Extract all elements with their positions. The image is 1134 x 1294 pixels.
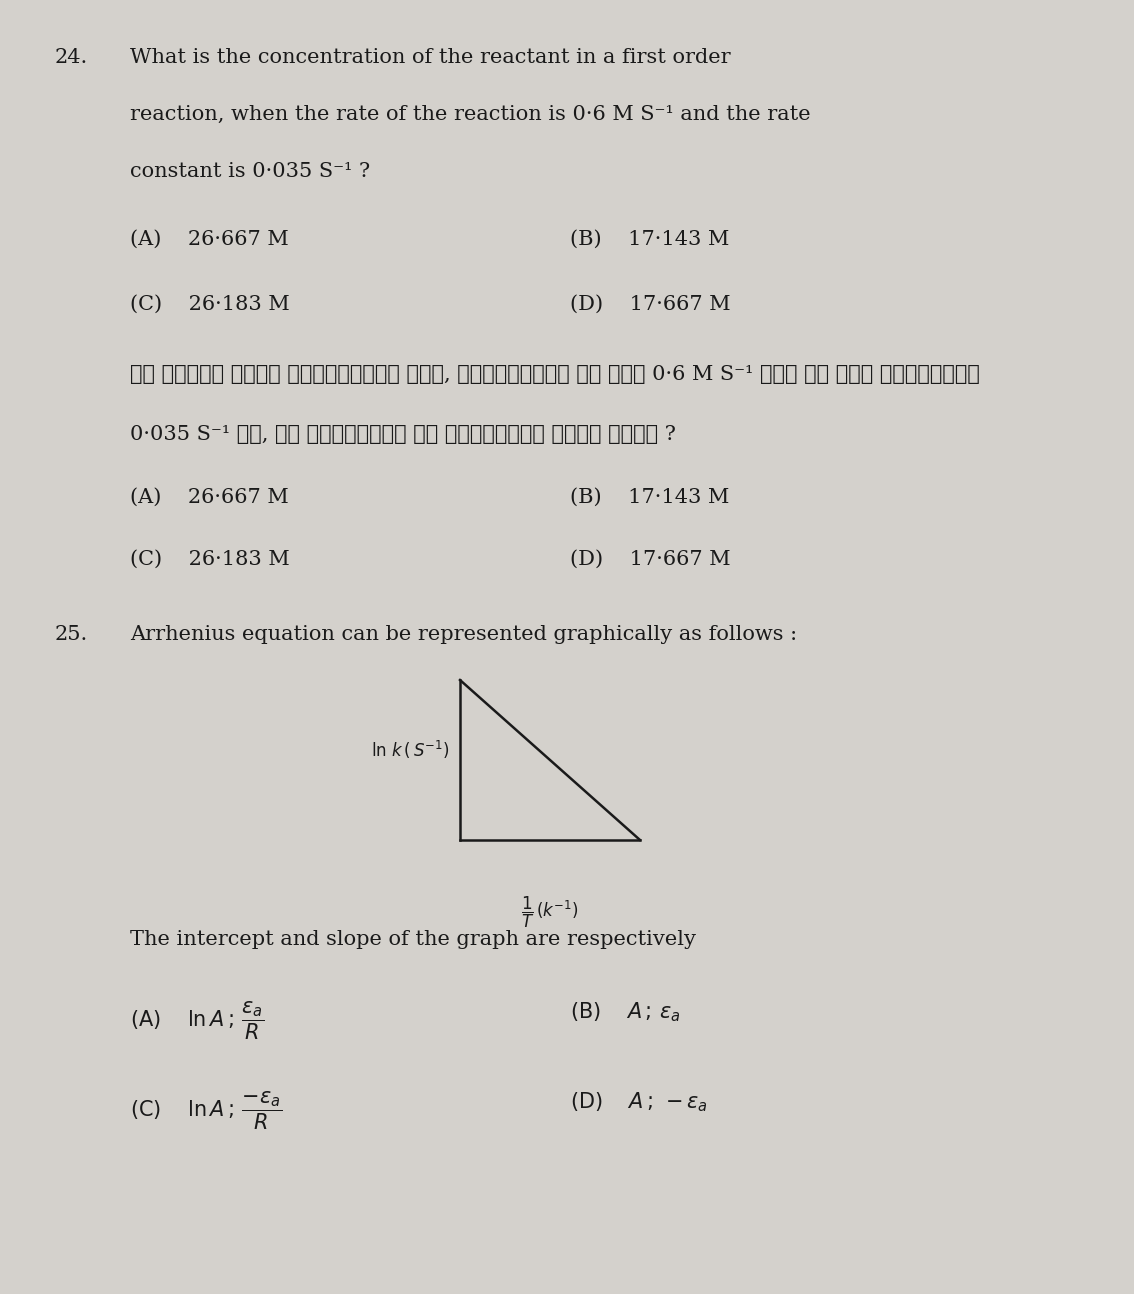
Text: constant is 0·035 S⁻¹ ?: constant is 0·035 S⁻¹ ? — [130, 162, 370, 181]
Text: (B)    17·143 M: (B) 17·143 M — [570, 230, 729, 248]
Text: (B)    17·143 M: (B) 17·143 M — [570, 488, 729, 507]
Text: (A)    $\ln A\,;\,\dfrac{\varepsilon_a}{R}$: (A) $\ln A\,;\,\dfrac{\varepsilon_a}{R}$ — [130, 1000, 264, 1042]
Text: 0·035 S⁻¹ है, तो अभिकर्मक की सांद्रता क्या होगी ?: 0·035 S⁻¹ है, तो अभिकर्मक की सांद्रता क्… — [130, 424, 676, 444]
Text: (A)    26·667 M: (A) 26·667 M — [130, 230, 289, 248]
Text: (A)    26·667 M: (A) 26·667 M — [130, 488, 289, 507]
Text: reaction, when the rate of the reaction is 0·6 M S⁻¹ and the rate: reaction, when the rate of the reaction … — [130, 105, 811, 124]
Text: (D)    17·667 M: (D) 17·667 M — [570, 550, 730, 569]
Text: What is the concentration of the reactant in a first order: What is the concentration of the reactan… — [130, 48, 730, 67]
Text: (D)    $A\,;\,-\varepsilon_a$: (D) $A\,;\,-\varepsilon_a$ — [570, 1090, 708, 1114]
Text: 25.: 25. — [56, 625, 88, 644]
Text: (D)    17·667 M: (D) 17·667 M — [570, 295, 730, 314]
Text: (C)    26·183 M: (C) 26·183 M — [130, 295, 289, 314]
Text: The intercept and slope of the graph are respectively: The intercept and slope of the graph are… — [130, 930, 696, 949]
Text: $\ln\,k\,(\,S^{-1})$: $\ln\,k\,(\,S^{-1})$ — [372, 739, 450, 761]
Text: (C)    $\ln A\,;\,\dfrac{-\varepsilon_a}{R}$: (C) $\ln A\,;\,\dfrac{-\varepsilon_a}{R}… — [130, 1090, 282, 1132]
Text: $\dfrac{1}{T}\,(k^{-1})$: $\dfrac{1}{T}\,(k^{-1})$ — [522, 895, 578, 930]
Text: 24.: 24. — [56, 48, 88, 67]
Text: Arrhenius equation can be represented graphically as follows :: Arrhenius equation can be represented gr… — [130, 625, 797, 644]
Text: एक प्रथम कोटि अभिक्रिया में, अभिक्रिया का वेग 0·6 M S⁻¹ है। जब वेग स्थिरांक: एक प्रथम कोटि अभिक्रिया में, अभिक्रिया क… — [130, 365, 980, 384]
Text: (C)    26·183 M: (C) 26·183 M — [130, 550, 289, 569]
Text: (B)    $A\,;\,\varepsilon_a$: (B) $A\,;\,\varepsilon_a$ — [570, 1000, 680, 1024]
